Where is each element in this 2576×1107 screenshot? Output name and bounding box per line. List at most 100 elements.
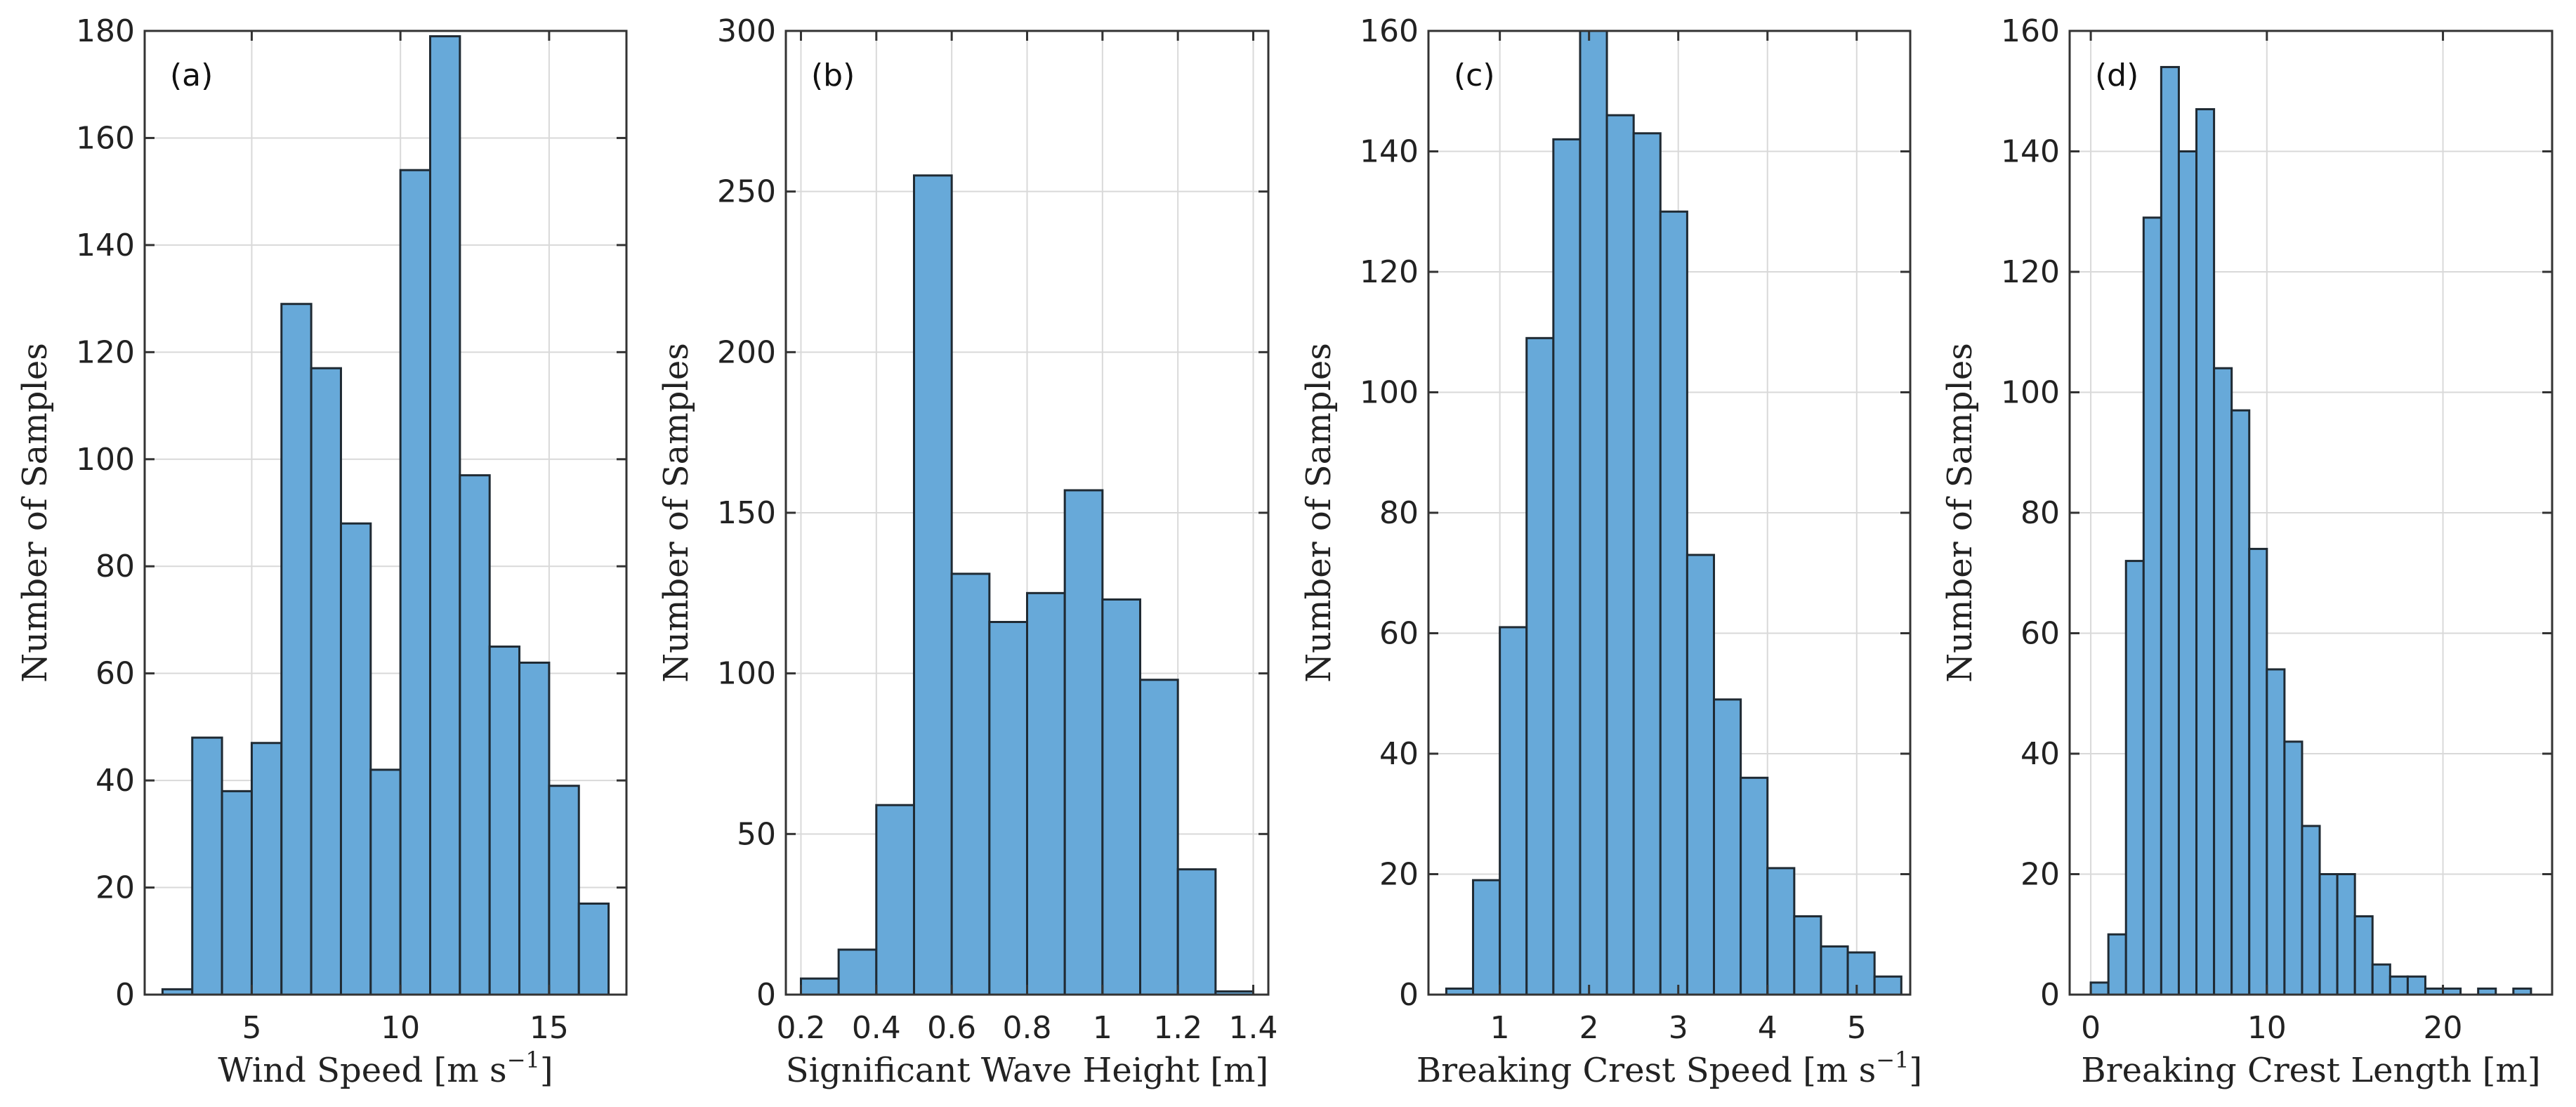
- x-axis-label-main: Breaking Crest Length [m]: [2081, 1051, 2540, 1090]
- histogram-bar: [2266, 668, 2286, 996]
- y-tick-label: 0: [1399, 977, 1419, 1013]
- histogram-bar: [2406, 975, 2426, 996]
- histogram-bar: [221, 790, 253, 996]
- x-tick-label: 0.6: [927, 1010, 976, 1046]
- x-axis-label: Significant Wave Height [m]: [786, 1051, 1269, 1090]
- histogram-bar: [1176, 868, 1217, 996]
- histogram-bar: [1063, 489, 1104, 996]
- y-tick-label: 40: [1379, 736, 1419, 772]
- histogram-bar: [1026, 591, 1066, 996]
- histogram-bar: [1659, 210, 1688, 996]
- x-axis-label-tail: ]: [540, 1051, 553, 1090]
- histogram-bar: [2388, 975, 2409, 996]
- y-tick-label: 300: [717, 13, 776, 49]
- histogram-bar: [875, 804, 915, 996]
- y-tick-label: 140: [1360, 134, 1419, 170]
- histogram-bar: [339, 522, 372, 996]
- histogram-bar: [912, 174, 953, 996]
- histogram-bar: [1873, 975, 1903, 996]
- histogram-bar: [950, 572, 991, 996]
- y-tick-label: 160: [2001, 13, 2060, 49]
- histogram-bar: [2336, 873, 2356, 996]
- histogram-bar: [2230, 409, 2251, 996]
- y-tick-label: 200: [717, 334, 776, 370]
- histogram-bar: [1101, 598, 1142, 996]
- histogram-bar: [1740, 776, 1769, 996]
- x-axis-label: Wind Speed [m s−1]: [218, 1047, 553, 1090]
- histogram-bar: [2124, 560, 2145, 996]
- panel-c: 0 20 40 60 80 100 120 140 160 1 2 3 4 5 (c) Breaking Cr…: [1299, 13, 1922, 1090]
- x-tick-label: 20: [2424, 1010, 2463, 1046]
- histogram-bar: [1472, 879, 1501, 996]
- plot-frame: [143, 30, 628, 996]
- histogram-bar: [988, 620, 1028, 996]
- panel-label: (b): [811, 58, 855, 93]
- y-axis-label: Number of Samples: [15, 343, 55, 683]
- histogram-bar: [2213, 367, 2233, 996]
- y-tick-label: 100: [2001, 375, 2060, 411]
- y-tick-label: 140: [2001, 134, 2060, 170]
- x-axis-label-tail: ]: [1909, 1051, 1922, 1090]
- panel-a: 0 20 40 60 80 100 120 140 160 180 5 10 15 (a) Wind Spe…: [15, 13, 628, 1090]
- histogram-bar: [1632, 132, 1662, 996]
- histogram-bar: [2177, 150, 2198, 996]
- x-tick-label: 5: [242, 1010, 261, 1046]
- histogram-bar: [1820, 945, 1849, 996]
- panel-label: (a): [170, 58, 213, 93]
- y-tick-label: 40: [96, 763, 135, 799]
- y-tick-label: 120: [1360, 254, 1419, 290]
- y-tick-label: 250: [717, 174, 776, 210]
- panel-b: 0 50 100 150 200 250 300 0.2 0.4 0.6 0.8 1 1.2 1.4 (b)…: [657, 13, 1278, 1090]
- histogram-bar: [280, 303, 313, 996]
- histogram-bar: [1713, 698, 1742, 996]
- histogram-bar: [2301, 825, 2321, 996]
- histogram-bar: [2089, 981, 2110, 996]
- histogram-bar: [577, 902, 610, 996]
- panel-label: (c): [1454, 58, 1495, 93]
- histogram-bar: [2142, 216, 2162, 996]
- x-axis-label-main: Significant Wave Height [m]: [786, 1051, 1269, 1090]
- x-tick-label: 1.2: [1153, 1010, 1202, 1046]
- histogram-bar: [2371, 963, 2391, 996]
- histogram-bar: [399, 169, 432, 996]
- x-axis-label-superscript: −1: [1876, 1047, 1909, 1073]
- x-tick-label: 4: [1758, 1010, 1777, 1046]
- histogram-bar: [429, 35, 461, 996]
- y-tick-label: 40: [2020, 736, 2060, 772]
- histogram-bar: [2195, 107, 2216, 996]
- histogram-bar: [1605, 114, 1635, 996]
- histogram-bar: [2107, 933, 2127, 996]
- histogram-bar: [1579, 30, 1608, 996]
- x-axis-label: Breaking Crest Length [m]: [2081, 1051, 2540, 1090]
- histogram-bar: [2248, 547, 2268, 996]
- y-tick-label: 100: [1360, 375, 1419, 411]
- y-axis-label: Number of Samples: [657, 343, 696, 683]
- histogram-bar: [1766, 867, 1796, 996]
- y-tick-label: 20: [1379, 857, 1419, 893]
- histogram-bar: [2283, 740, 2304, 996]
- histogram-bar: [1552, 138, 1582, 996]
- x-tick-label: 10: [381, 1010, 420, 1046]
- y-tick-label: 20: [2020, 857, 2060, 893]
- x-tick-label: 2: [1579, 1010, 1599, 1046]
- y-tick-label: 0: [2040, 977, 2060, 1013]
- histogram-bar: [1499, 626, 1528, 996]
- y-tick-label: 120: [76, 334, 135, 370]
- y-tick-label: 60: [2020, 616, 2060, 652]
- y-tick-label: 160: [1360, 13, 1419, 49]
- y-tick-label: 20: [96, 870, 135, 906]
- y-tick-label: 0: [756, 977, 776, 1013]
- histogram-bar: [2353, 915, 2374, 996]
- histogram-bar: [488, 646, 521, 996]
- x-axis-label-main: Wind Speed [m s: [218, 1051, 506, 1090]
- x-tick-label: 1: [1490, 1010, 1510, 1046]
- x-tick-label: 0: [2081, 1010, 2101, 1046]
- y-tick-label: 140: [76, 228, 135, 263]
- x-tick-label: 10: [2247, 1010, 2287, 1046]
- y-tick-label: 50: [737, 816, 776, 852]
- x-tick-label: 0.4: [852, 1010, 901, 1046]
- histogram-bar: [2160, 65, 2180, 996]
- y-tick-label: 120: [2001, 254, 2060, 290]
- histogram-bar: [1139, 679, 1179, 996]
